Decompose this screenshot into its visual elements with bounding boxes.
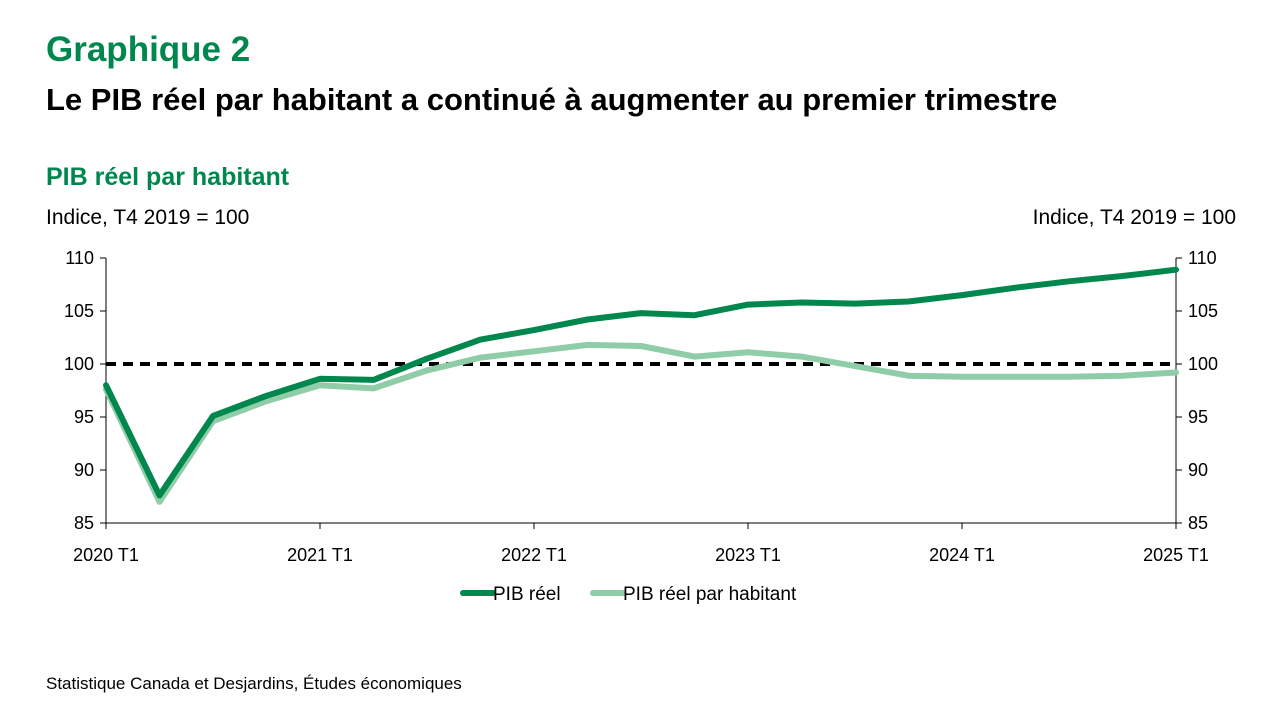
legend-label: PIB réel: [493, 584, 561, 605]
x-tick-label: 2025 T1: [1143, 545, 1209, 565]
y-tick-label-right: 85: [1188, 513, 1208, 533]
y-tick-label-right: 95: [1188, 407, 1208, 427]
y-axis-unit-right: Indice, T4 2019 = 100: [1032, 206, 1236, 229]
y-tick-label-right: 105: [1188, 301, 1218, 321]
y-tick-label-left: 90: [74, 460, 94, 480]
chart-headline: Le PIB réel par habitant a continué à au…: [46, 82, 1058, 117]
y-tick-label-left: 110: [65, 248, 94, 268]
x-tick-label: 2020 T1: [73, 545, 139, 565]
y-tick-label-right: 100: [1188, 354, 1218, 374]
series-line-pib-reel-par-habitant: [103, 341, 1179, 505]
y-tick-label-left: 100: [64, 354, 94, 374]
chart-title: PIB réel par habitant: [46, 163, 290, 191]
series-line-pib-reel: [103, 266, 1179, 499]
y-tick-label-right: 90: [1188, 460, 1208, 480]
y-tick-label-left: 85: [74, 513, 94, 533]
y-tick-label-left: 105: [64, 301, 94, 321]
y-tick-label-left: 95: [74, 407, 94, 427]
y-tick-label-right: 110: [1188, 248, 1217, 268]
x-tick-label: 2023 T1: [715, 545, 781, 565]
legend-label: PIB réel par habitant: [623, 584, 797, 605]
y-axis-unit-left: Indice, T4 2019 = 100: [46, 206, 250, 229]
source-note: Statistique Canada et Desjardins, Études…: [46, 674, 462, 693]
x-tick-label: 2024 T1: [929, 545, 995, 565]
chart-number: Graphique 2: [46, 30, 251, 69]
x-tick-label: 2021 T1: [287, 545, 353, 565]
x-tick-label: 2022 T1: [501, 545, 567, 565]
